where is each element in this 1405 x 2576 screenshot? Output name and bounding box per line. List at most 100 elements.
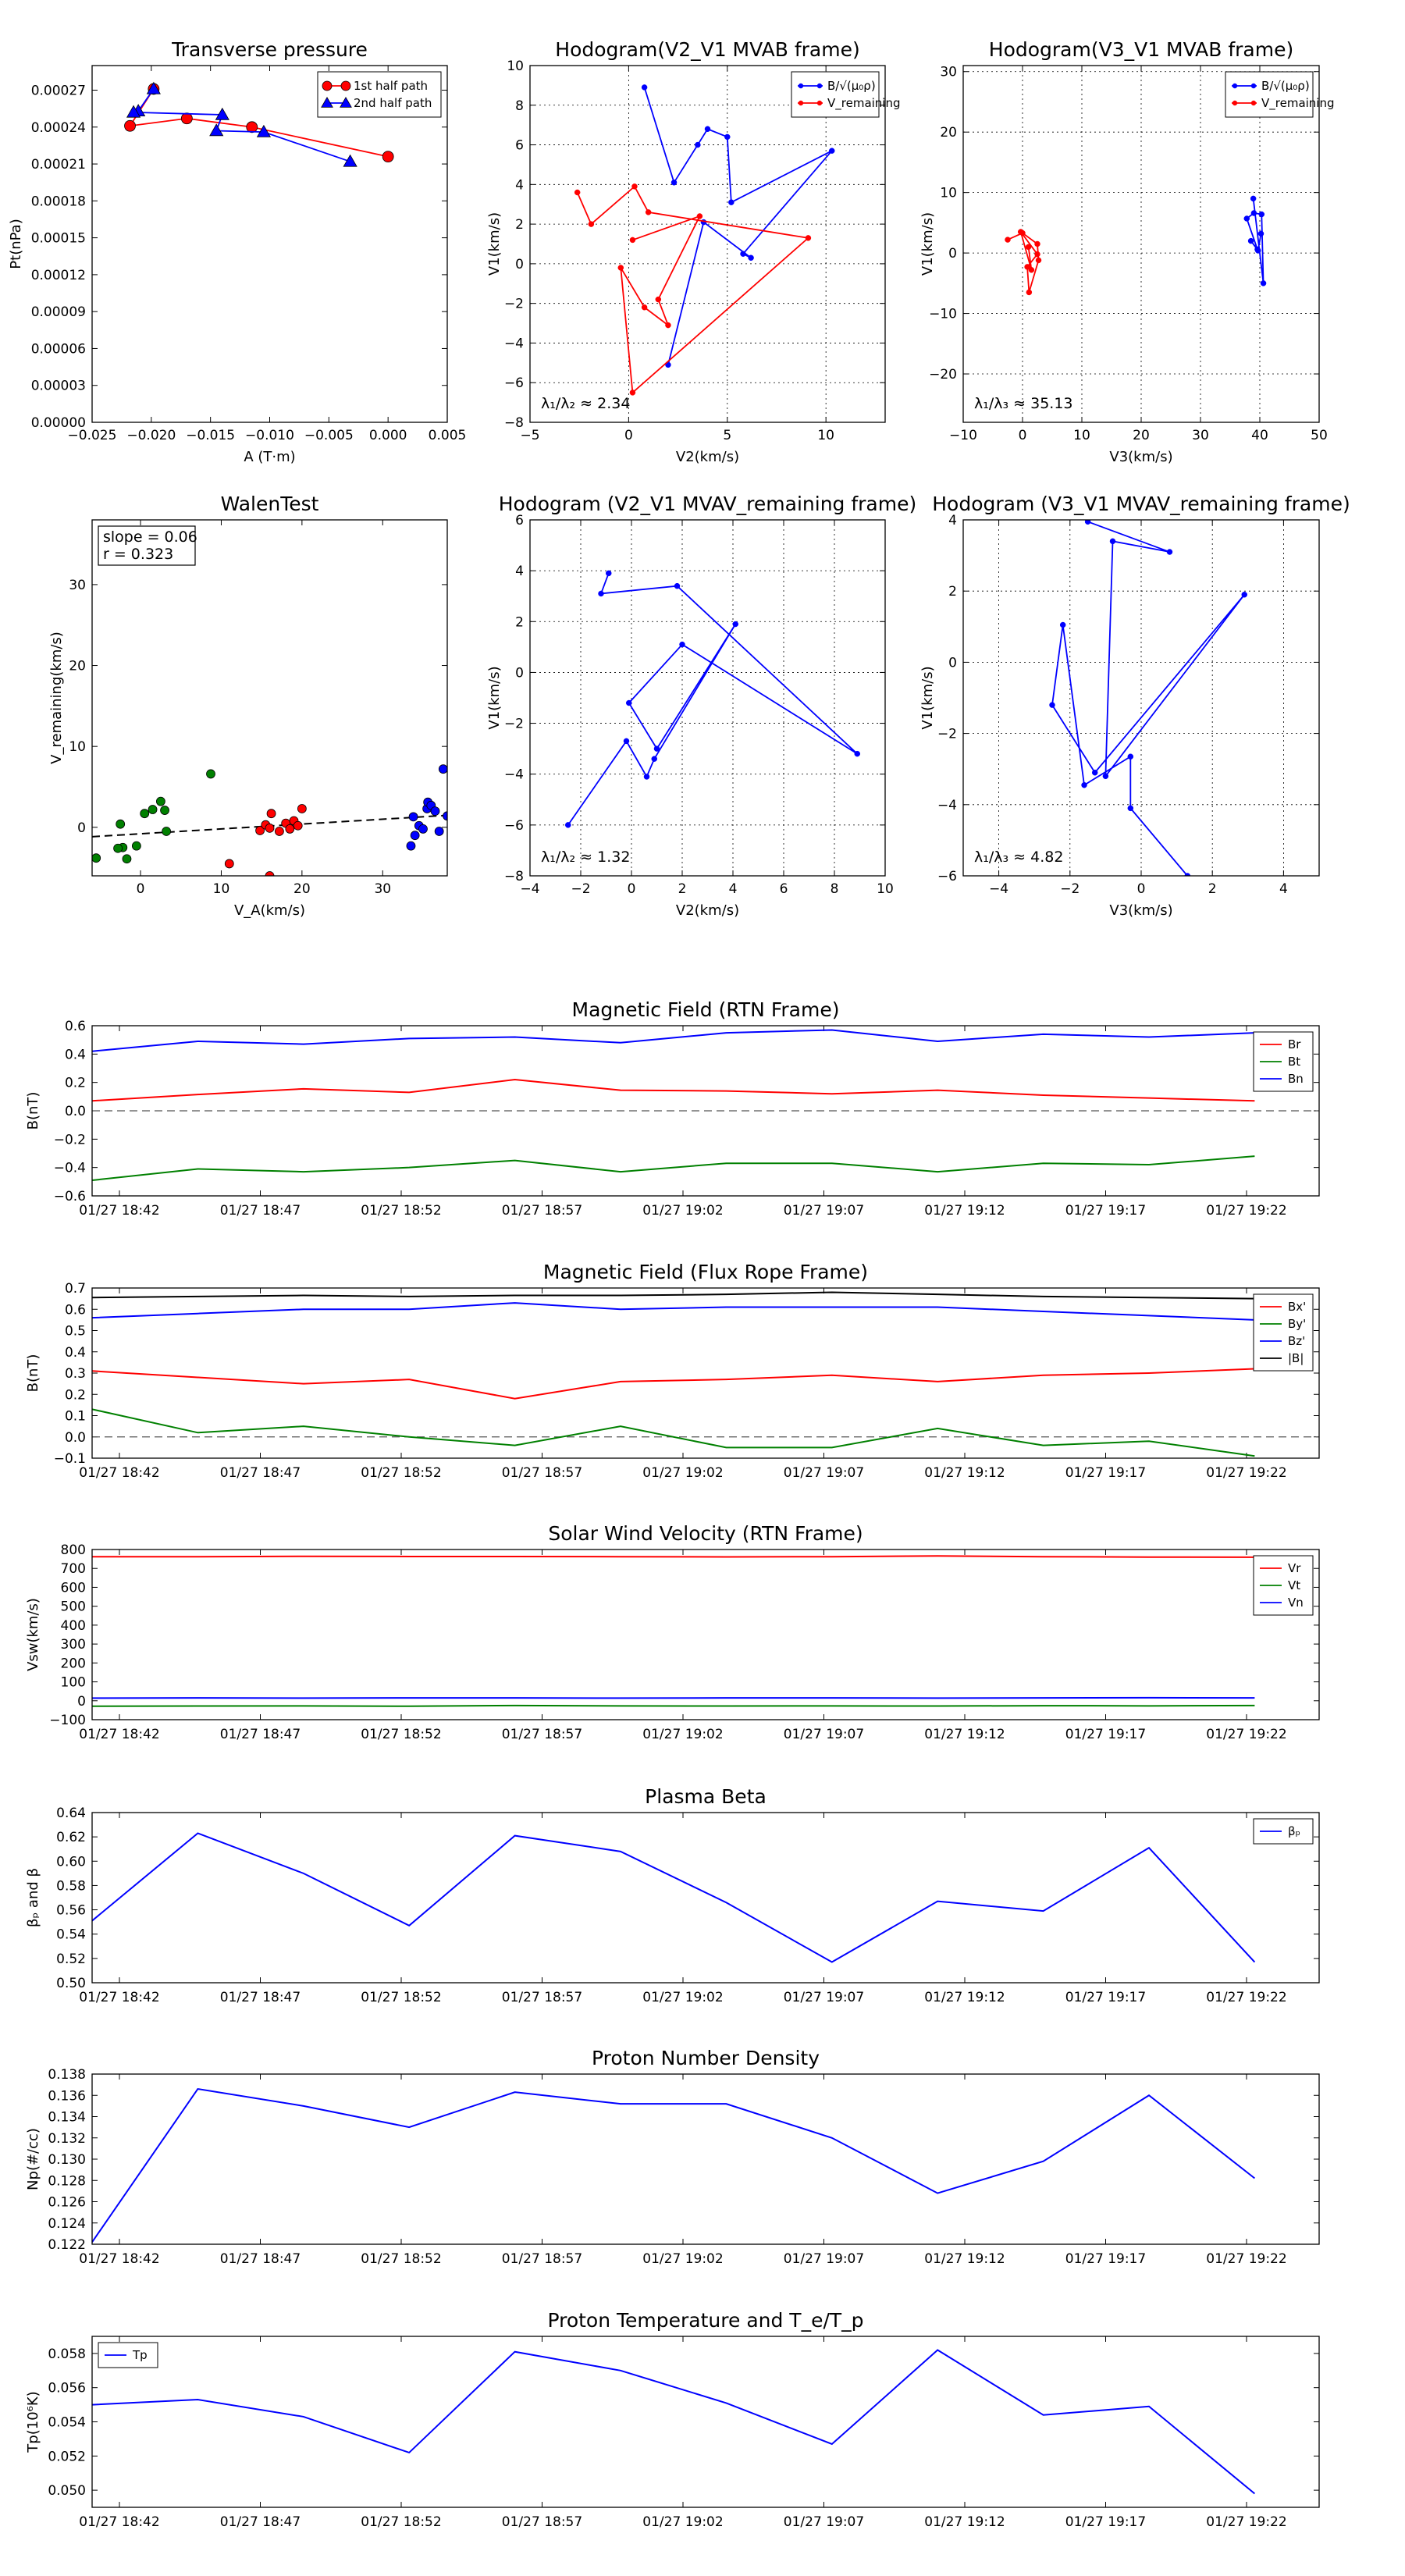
data-point bbox=[1024, 264, 1030, 270]
data-point bbox=[406, 841, 416, 851]
data-point bbox=[256, 124, 272, 137]
y-tick-label: −10 bbox=[929, 307, 957, 322]
axes-frame bbox=[91, 519, 448, 877]
legend: B/√(μ₀ρ) V_remaining bbox=[791, 71, 901, 118]
y-tick-label: 0.54 bbox=[56, 1927, 86, 1943]
x-tick-label: 01/27 18:47 bbox=[220, 1990, 301, 2005]
x-tick-label: 01/27 18:52 bbox=[361, 2514, 441, 2530]
x-tick-label: −5 bbox=[520, 428, 539, 443]
data-point bbox=[724, 133, 731, 141]
x-tick-label: −0.010 bbox=[245, 428, 294, 443]
data-point bbox=[1034, 251, 1040, 258]
data-point bbox=[418, 824, 428, 834]
x-tick-label: 01/27 18:42 bbox=[79, 2514, 159, 2530]
y-tick-label: 4 bbox=[515, 177, 524, 193]
legend-marker bbox=[1250, 83, 1257, 89]
x-tick-label: 01/27 18:42 bbox=[79, 1990, 159, 2005]
data-point bbox=[92, 853, 101, 863]
data-point bbox=[629, 390, 636, 396]
y-axis-label: Pt(nPa) bbox=[8, 219, 24, 269]
data-point bbox=[651, 756, 657, 762]
data-point bbox=[1257, 230, 1264, 237]
y-tick-label: 0.60 bbox=[56, 1854, 86, 1870]
x-tick-label: 01/27 19:22 bbox=[1206, 1465, 1286, 1481]
x-tick-label: 8 bbox=[831, 881, 839, 897]
series-line--b- bbox=[92, 1291, 1255, 1300]
axes-frame bbox=[529, 519, 886, 877]
chart-title: Transverse pressure bbox=[171, 38, 368, 61]
chart-brtn: −0.6 −0.4 −0.2 0.0 0.2 0.4 0.6 01/27 18:42 01/27… bbox=[25, 998, 1320, 1219]
y-tick-label: 0 bbox=[515, 257, 524, 272]
x-tick-label: −4 bbox=[520, 881, 539, 897]
x-tick-label: 10 bbox=[877, 881, 894, 897]
data-point bbox=[748, 254, 754, 262]
data-point bbox=[1243, 215, 1250, 222]
x-tick-label: 01/27 19:22 bbox=[1206, 1203, 1286, 1219]
y-tick-label: 0.4 bbox=[65, 1047, 86, 1062]
y-tick-label: −20 bbox=[929, 367, 957, 382]
y-tick-label: 0.7 bbox=[65, 1281, 86, 1297]
y-tick-label: 0.52 bbox=[56, 1952, 86, 1967]
y-tick-label: 0.138 bbox=[48, 2067, 86, 2083]
data-point bbox=[606, 570, 612, 577]
data-point bbox=[1081, 781, 1087, 788]
chart-title: WalenTest bbox=[221, 493, 319, 515]
x-tick-label: 01/27 18:52 bbox=[361, 1203, 441, 1219]
data-point bbox=[297, 804, 307, 813]
x-axis-label: V3(km/s) bbox=[1109, 902, 1172, 919]
y-tick-label: 0 bbox=[948, 246, 957, 262]
data-point bbox=[1034, 240, 1040, 247]
x-tick-label: 50 bbox=[1311, 428, 1328, 443]
data-point bbox=[1250, 210, 1257, 216]
series-0 bbox=[92, 769, 215, 864]
data-point bbox=[126, 105, 141, 118]
legend-label: By' bbox=[1288, 1317, 1306, 1331]
chart-np: 0.122 0.124 0.126 0.128 0.130 0.132 0.134 0.136… bbox=[25, 2047, 1320, 2267]
y-tick-label: 0.132 bbox=[48, 2131, 86, 2147]
x-tick-label: 01/27 19:07 bbox=[784, 1727, 864, 1742]
data-point bbox=[623, 738, 630, 745]
y-tick-label: 0.00012 bbox=[31, 268, 86, 283]
data-point bbox=[679, 641, 685, 648]
axes-frame bbox=[91, 1025, 1320, 1197]
y-tick-label: 0.00021 bbox=[31, 157, 86, 173]
data-point bbox=[1049, 702, 1055, 708]
chart-title: Proton Temperature and T_e/T_p bbox=[547, 2309, 863, 2332]
chart-title: Solar Wind Velocity (RTN Frame) bbox=[548, 1522, 863, 1545]
y-tick-label: 0.122 bbox=[48, 2237, 86, 2253]
x-tick-label: 10 bbox=[817, 428, 834, 443]
x-axis-label: V_A(km/s) bbox=[234, 902, 305, 919]
stats-text: r = 0.323 bbox=[103, 546, 173, 563]
y-axis-label: V1(km/s) bbox=[486, 666, 503, 729]
data-point bbox=[1059, 621, 1066, 628]
y-axis-label: V1(km/s) bbox=[919, 212, 936, 276]
legend-label: Vn bbox=[1288, 1596, 1304, 1610]
y-tick-label: 800 bbox=[61, 1542, 86, 1558]
x-tick-label: 01/27 19:12 bbox=[924, 2514, 1005, 2530]
data-point bbox=[641, 84, 648, 91]
y-tick-label: 2 bbox=[515, 217, 524, 233]
y-tick-label: 10 bbox=[940, 186, 957, 201]
series-line-bn bbox=[92, 1029, 1255, 1052]
chart-title: Hodogram(V2_V1 MVAB frame) bbox=[555, 38, 859, 61]
x-tick-label: 01/27 18:57 bbox=[502, 1203, 582, 1219]
data-point bbox=[565, 822, 571, 828]
x-tick-label: 0.005 bbox=[429, 428, 467, 443]
data-point bbox=[732, 621, 738, 628]
data-point bbox=[408, 812, 418, 822]
data-point bbox=[343, 154, 357, 167]
data-point bbox=[1127, 753, 1134, 760]
legend-label: Bn bbox=[1288, 1072, 1304, 1086]
chart-title: Plasma Beta bbox=[645, 1785, 767, 1808]
axes-frame bbox=[91, 2073, 1320, 2245]
chart-title: Hodogram (V3_V1 MVAV_remaining frame) bbox=[932, 493, 1350, 515]
data-point bbox=[1260, 280, 1267, 286]
x-tick-label: 01/27 18:47 bbox=[220, 2251, 301, 2267]
data-point bbox=[146, 81, 161, 94]
y-tick-label: 10 bbox=[507, 59, 524, 74]
legend: Tp bbox=[98, 2342, 158, 2368]
x-tick-label: 30 bbox=[374, 881, 391, 897]
chart-tp: 0.050 0.052 0.054 0.056 0.058 01/27 18:42 01/2… bbox=[25, 2309, 1320, 2530]
y-axis-label: B(nT) bbox=[25, 1354, 41, 1393]
